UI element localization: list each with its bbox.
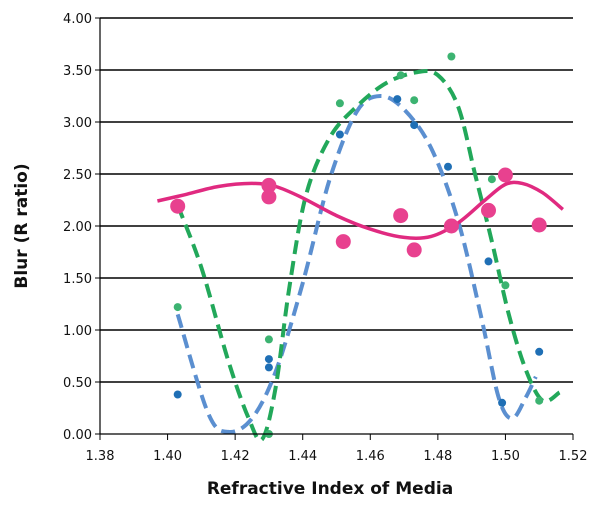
data-point-series-3 [170, 198, 186, 214]
trendline-series-2 [175, 69, 561, 443]
gridlines [100, 17, 573, 383]
x-tick-label: 1.40 [153, 449, 182, 464]
y-tick-label: 3.00 [63, 116, 92, 131]
x-tick-label: 1.44 [288, 449, 317, 464]
y-tick-label: 2.50 [63, 168, 92, 183]
y-tick-label: 1.00 [63, 324, 92, 339]
y-tick-label: 3.50 [63, 64, 92, 79]
y-tick-label: 0.00 [63, 428, 92, 443]
data-point-series-1 [444, 162, 452, 171]
data-point-series-2 [173, 303, 182, 312]
x-tick-label: 1.38 [86, 449, 115, 464]
data-point-series-3 [497, 167, 513, 183]
data-point-series-2 [501, 281, 510, 290]
data-point-series-2 [535, 396, 544, 405]
data-point-series-2 [396, 71, 405, 80]
data-point-series-1 [484, 257, 493, 266]
data-point-series-3 [406, 242, 422, 258]
data-point-series-3 [335, 234, 351, 250]
tick-labels: 0.00 0.50 1.00 1.50 2.00 2.50 3.00 3.50 4.00 1.38… [63, 12, 587, 464]
data-point-series-1 [535, 347, 544, 356]
x-tick-label: 1.46 [356, 449, 385, 464]
y-axis-title: Blur (R ratio) [12, 163, 32, 288]
data-point-series-2 [487, 175, 496, 184]
y-tick-label: 4.00 [63, 12, 92, 27]
data-point-series-1 [264, 355, 273, 364]
data-point-series-2 [264, 335, 273, 344]
data-point-series-3 [481, 202, 496, 218]
data-point-series-3 [261, 189, 277, 205]
y-tick-label: 0.50 [63, 376, 92, 391]
x-tick-label: 1.52 [559, 449, 588, 464]
x-tick-label: 1.42 [221, 449, 250, 464]
data-point-series-1 [498, 398, 507, 407]
trendline-series-3 [157, 180, 565, 241]
data-point-series-2 [447, 52, 456, 61]
data-points [170, 52, 547, 438]
data-point-series-1 [393, 95, 402, 104]
trendlines [157, 69, 565, 443]
data-point-series-2 [335, 99, 344, 108]
data-point-series-1 [410, 121, 419, 130]
x-tick-label: 1.48 [423, 449, 452, 464]
x-axis-title: Refractive Index of Media [207, 479, 453, 499]
data-point-series-3 [393, 208, 409, 224]
data-point-series-3 [261, 177, 277, 193]
x-tick-label: 1.50 [491, 449, 520, 464]
data-point-series-3 [443, 218, 459, 234]
trendline-series-1 [175, 94, 538, 434]
data-point-series-3 [531, 217, 547, 233]
y-tick-label: 2.00 [63, 220, 92, 235]
data-point-series-1 [264, 363, 273, 372]
data-point-series-1 [173, 390, 182, 399]
y-tick-label: 1.50 [63, 272, 92, 287]
data-point-series-2 [410, 96, 419, 105]
data-point-series-1 [335, 130, 344, 139]
axes [95, 17, 574, 440]
